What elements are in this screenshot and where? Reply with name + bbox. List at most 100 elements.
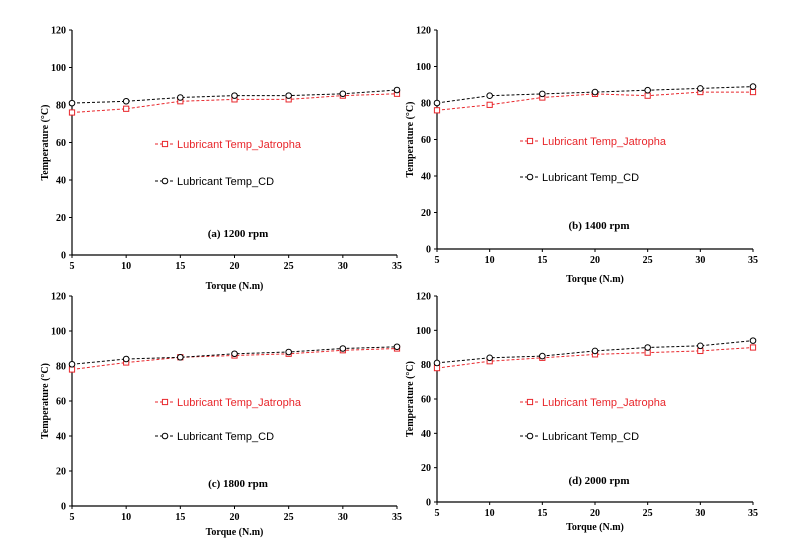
y-tick-label: 60: [56, 138, 66, 149]
data-point: [749, 344, 757, 351]
legend-marker: [526, 398, 534, 406]
y-tick-label: 40: [56, 176, 66, 187]
legend-entry-cd: Lubricant Temp_CD: [520, 172, 639, 184]
y-tick-label: 80: [421, 360, 431, 371]
x-axis-label: Torque (N.m): [566, 522, 624, 533]
panel-caption: (d) 2000 rpm: [568, 475, 629, 487]
y-tick-label: 40: [421, 429, 431, 440]
data-point: [393, 343, 401, 351]
y-tick-label: 20: [56, 213, 66, 224]
data-point: [644, 92, 651, 99]
x-axis-label: Torque (N.m): [206, 527, 264, 538]
data-point: [697, 342, 704, 350]
y-tick-label: 100: [51, 327, 66, 338]
series-cd: [433, 83, 757, 107]
data-point: [591, 88, 599, 96]
legend-marker: [526, 137, 534, 145]
data-point: [177, 353, 184, 361]
y-tick-label: 60: [421, 395, 431, 406]
data-point: [68, 366, 76, 373]
legend-marker: [161, 432, 169, 440]
data-point: [231, 350, 238, 358]
series-cd: [68, 86, 401, 107]
y-tick-label: 120: [416, 292, 431, 303]
legend-entry-cd: Lubricant Temp_CD: [520, 431, 639, 443]
x-tick-label: 35: [392, 261, 402, 272]
y-tick-label: 80: [421, 99, 431, 110]
x-tick-label: 30: [695, 255, 705, 266]
legend-entry-cd: Lubricant Temp_CD: [155, 431, 274, 443]
x-tick-label: 15: [175, 512, 185, 523]
data-point: [393, 86, 401, 94]
legend-label: Lubricant Temp_CD: [542, 431, 639, 443]
data-point: [285, 92, 292, 99]
y-axis-label: Temperature (°C): [405, 361, 416, 437]
legend-label: Lubricant Temp_CD: [542, 172, 639, 184]
y-tick-label: 40: [56, 432, 66, 443]
y-tick-label: 100: [416, 62, 431, 73]
legend-entry-jatropha: Lubricant Temp_Jatropha: [155, 397, 302, 409]
y-tick-label: 0: [61, 251, 66, 262]
y-axis-label: Temperature (°C): [405, 102, 416, 178]
legend-entry-jatropha: Lubricant Temp_Jatropha: [520, 397, 667, 409]
data-point: [122, 97, 130, 105]
data-point: [68, 99, 76, 107]
data-point: [697, 347, 704, 355]
data-point: [339, 345, 347, 352]
x-axis-label: Torque (N.m): [206, 281, 264, 292]
y-tick-label: 120: [51, 292, 66, 303]
y-tick-label: 100: [416, 326, 431, 337]
x-tick-label: 5: [435, 255, 440, 266]
chart-panel-a: 0 20 40 60 80 100 120 5 10 15 20 25 30 35 Torque (N.m)…: [40, 26, 402, 293]
x-tick-label: 15: [537, 508, 547, 519]
data-point: [433, 99, 441, 107]
legend-marker: [526, 173, 534, 181]
legend-label: Lubricant Temp_Jatropha: [542, 397, 667, 409]
data-point: [123, 105, 130, 112]
panel-caption: (a) 1200 rpm: [208, 228, 269, 240]
x-tick-label: 20: [590, 255, 600, 266]
y-tick-label: 0: [426, 498, 431, 509]
y-tick-label: 20: [56, 467, 66, 478]
data-point: [339, 90, 347, 98]
y-tick-label: 20: [421, 208, 431, 219]
data-point: [433, 359, 441, 367]
data-point: [644, 344, 651, 351]
legend-marker: [161, 177, 169, 185]
data-point: [697, 85, 704, 92]
data-point: [231, 92, 238, 99]
series-jatropha: [68, 345, 401, 373]
x-tick-label: 5: [435, 508, 440, 519]
legend-entry-jatropha: Lubricant Temp_Jatropha: [155, 139, 302, 151]
legend-label: Lubricant Temp_CD: [177, 431, 274, 443]
data-point: [749, 88, 757, 96]
legend-entry-cd: Lubricant Temp_CD: [155, 176, 274, 188]
x-axis-label: Torque (N.m): [566, 274, 624, 285]
y-tick-label: 60: [56, 397, 66, 408]
y-tick-label: 60: [421, 135, 431, 146]
data-point: [644, 86, 651, 94]
legend-marker: [526, 432, 534, 440]
x-tick-label: 20: [230, 261, 240, 272]
data-point: [486, 92, 493, 99]
x-tick-label: 30: [338, 261, 348, 272]
y-tick-label: 0: [426, 245, 431, 256]
data-point: [122, 355, 130, 363]
x-tick-label: 5: [70, 261, 75, 272]
y-tick-label: 80: [56, 101, 66, 112]
legend-label: Lubricant Temp_CD: [177, 176, 274, 188]
data-point: [68, 360, 76, 368]
x-tick-label: 35: [748, 255, 758, 266]
y-axis-label: Temperature (°C): [40, 363, 51, 439]
x-tick-label: 10: [485, 508, 495, 519]
x-tick-label: 5: [70, 512, 75, 523]
x-tick-label: 15: [537, 255, 547, 266]
x-tick-label: 25: [284, 512, 294, 523]
series-cd: [68, 343, 401, 368]
data-point: [749, 83, 757, 90]
panel-caption: (b) 1400 rpm: [568, 220, 629, 232]
x-tick-label: 35: [748, 508, 758, 519]
legend-marker: [161, 140, 169, 148]
data-point: [644, 349, 651, 356]
legend-entry-jatropha: Lubricant Temp_Jatropha: [520, 136, 667, 148]
